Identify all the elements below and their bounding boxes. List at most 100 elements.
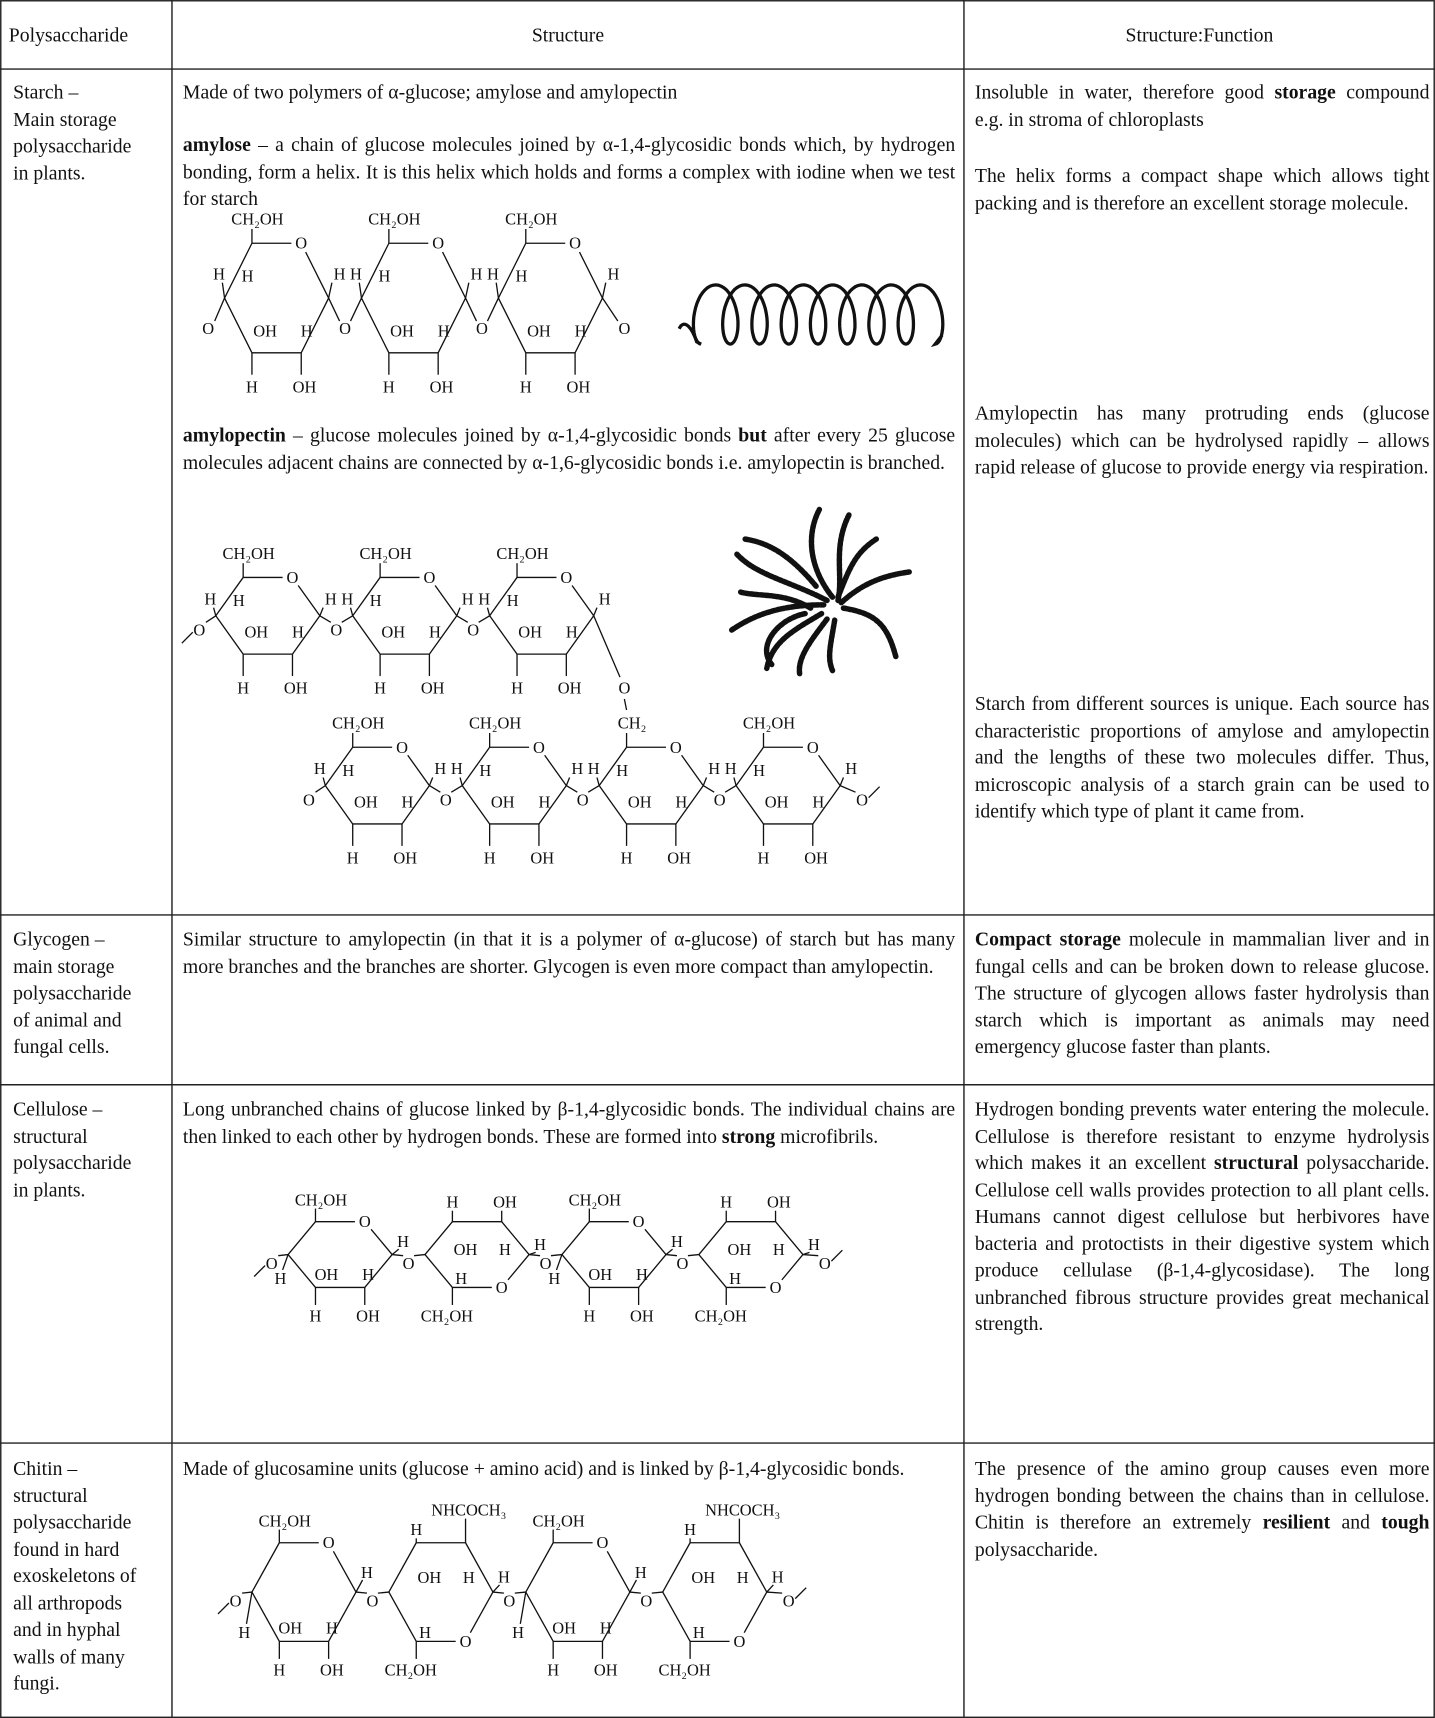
- atom-label: H: [588, 759, 600, 778]
- atom-label: OH: [421, 679, 445, 698]
- bond: [341, 615, 354, 623]
- paragraph: Long unbranched chains of glucose linked…: [183, 1096, 955, 1150]
- atom-label: H: [314, 759, 326, 778]
- bond: [251, 1542, 280, 1593]
- bond: [565, 785, 578, 793]
- bond: [322, 777, 326, 786]
- atom-label: H: [635, 1563, 647, 1582]
- atom-label: H: [520, 377, 532, 396]
- bond: [300, 297, 330, 354]
- text-segment: polysaccharide. Cellulose cell walls pro…: [974, 1151, 1430, 1335]
- bond: [529, 1253, 541, 1257]
- text-segment: microfibrils.: [775, 1124, 879, 1147]
- paragraph: amylose – a chain of glucose molecules j…: [183, 131, 955, 212]
- atom-label: O: [856, 790, 868, 809]
- bond: [327, 282, 333, 299]
- atom-label: H: [410, 1520, 422, 1539]
- bond: [561, 1221, 590, 1255]
- atom-label: H: [575, 321, 587, 340]
- atom-label: OH: [390, 321, 414, 340]
- atom-label: OH: [630, 1306, 654, 1325]
- atom-label: OH: [244, 623, 268, 642]
- bond: [464, 297, 478, 322]
- atom-label: O: [560, 568, 572, 587]
- atom-label: H: [675, 793, 687, 812]
- paragraph: Starch from different sources is unique.…: [975, 690, 1430, 824]
- atom-label: H: [571, 759, 583, 778]
- bond: [601, 282, 607, 299]
- atom-label: H: [845, 759, 857, 778]
- bond: [738, 1542, 768, 1593]
- atom-label: CH₂OH: [533, 1511, 585, 1530]
- atom-label: O: [807, 738, 819, 757]
- bond: [242, 1591, 253, 1594]
- bond: [555, 1254, 563, 1271]
- atom-label: H: [362, 1265, 374, 1284]
- bond: [349, 297, 363, 322]
- atom-label: OH: [454, 1240, 478, 1259]
- atom-label: OH: [552, 1619, 576, 1638]
- bond: [578, 251, 604, 299]
- bond: [461, 746, 491, 786]
- atom-label: O: [577, 790, 589, 809]
- bond: [565, 777, 571, 786]
- atom-label: CH₂OH: [496, 544, 548, 563]
- atom-label: CH₂OH: [421, 1306, 473, 1325]
- atom-label: O: [770, 1278, 782, 1297]
- bond: [735, 746, 765, 786]
- bond: [598, 785, 628, 825]
- atom-label: OH: [356, 1306, 380, 1325]
- atom-label: H: [341, 589, 353, 608]
- atom-label: H: [534, 1235, 546, 1254]
- atom-label: O: [230, 1591, 242, 1610]
- atom-label: H: [616, 761, 628, 780]
- text-segment: Insoluble in water, therefore good: [974, 81, 1275, 103]
- atom-label: O: [496, 1278, 508, 1297]
- bond: [352, 615, 381, 655]
- bond: [352, 577, 381, 617]
- bond: [550, 1253, 563, 1257]
- polysaccharide-cell: Glycogen – main storage polysaccharide of…: [13, 926, 151, 1060]
- bond: [391, 1248, 400, 1256]
- atom-label: CH₂OH: [332, 714, 384, 733]
- bond: [456, 615, 469, 623]
- text-segment: polysaccharide.: [974, 1537, 1099, 1560]
- bond: [507, 1254, 530, 1281]
- bond: [766, 1591, 783, 1594]
- bond: [355, 1579, 364, 1593]
- bond: [489, 577, 518, 617]
- bold-text: resilient: [1262, 1510, 1331, 1533]
- atom-label: O: [432, 234, 444, 253]
- atom-label: O: [640, 1591, 652, 1610]
- paragraph: amylopectin – glucose molecules joined b…: [183, 422, 955, 476]
- text-segment: – a chain of glucose molecules joined by…: [182, 133, 956, 210]
- atom-label: O: [287, 568, 299, 587]
- bond: [221, 282, 226, 299]
- bond: [735, 785, 765, 825]
- atom-label: CH₂OH: [295, 1190, 347, 1209]
- atom-label: H: [753, 761, 765, 780]
- atom-label: H: [370, 591, 382, 610]
- bond: [486, 607, 491, 616]
- atom-label: OH: [804, 848, 828, 867]
- atom-label: OH: [518, 623, 542, 642]
- atom-label: OH: [418, 1568, 442, 1587]
- bond: [214, 297, 226, 322]
- bond: [324, 746, 354, 786]
- atom-label: H: [383, 377, 395, 396]
- atom-label: OH: [667, 848, 691, 867]
- bond: [775, 1221, 804, 1255]
- bond: [401, 785, 430, 825]
- bond: [501, 1221, 530, 1255]
- bond: [392, 1253, 404, 1257]
- atom-label: H: [379, 267, 391, 286]
- column-header: Structure:Function: [1125, 24, 1274, 47]
- atom-label: H: [636, 1265, 648, 1284]
- atom-label: O: [618, 319, 630, 338]
- bold-text: amylopectin: [182, 424, 286, 446]
- bond: [459, 777, 463, 786]
- bond: [349, 607, 354, 616]
- bond: [355, 1591, 368, 1594]
- bond: [606, 1551, 631, 1593]
